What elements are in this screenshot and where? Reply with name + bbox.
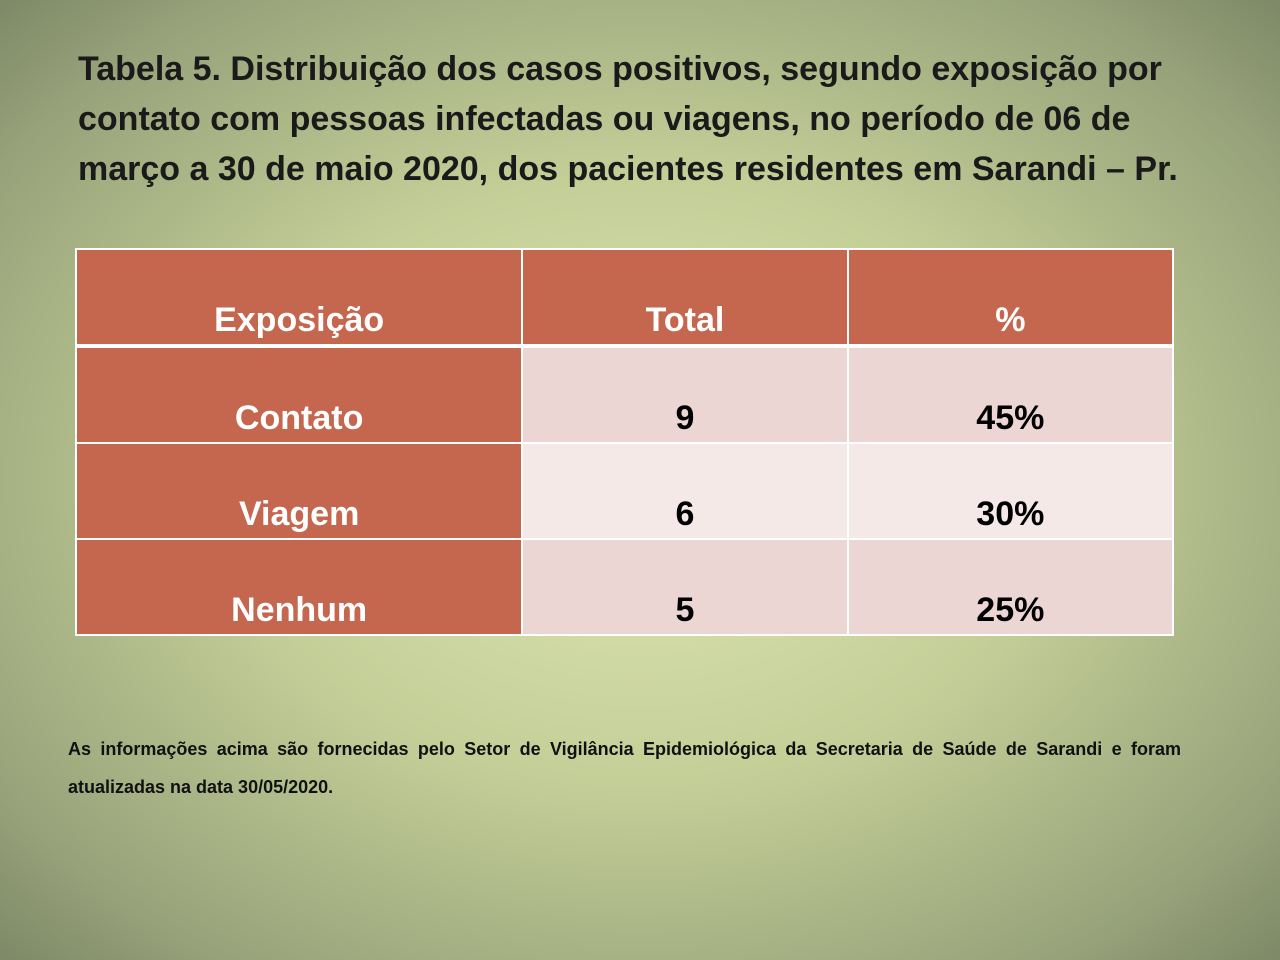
cell: 9	[521, 345, 849, 444]
footnote: As informações acima são fornecidas pelo…	[68, 739, 1181, 797]
row: Nenhum 5 25%	[74, 538, 1175, 636]
row: Contato 9 45%	[74, 345, 1175, 444]
table: Exposição Total % Contato 9 45% Viagem 6…	[74, 248, 1175, 636]
header-cell: Exposição	[74, 248, 524, 348]
cell: 5	[521, 538, 849, 636]
cell: Viagem	[74, 442, 524, 540]
header-cell: %	[846, 248, 1175, 348]
title: Tabela 5. Distribuição dos casos positiv…	[78, 50, 1178, 188]
header-row: Exposição Total %	[74, 248, 1175, 348]
cell: 30%	[846, 442, 1175, 540]
cell: 45%	[846, 345, 1175, 444]
cell: Nenhum	[74, 538, 524, 636]
row: Viagem 6 30%	[74, 442, 1175, 540]
cell: 6	[521, 442, 849, 540]
cell: 25%	[846, 538, 1175, 636]
header-cell: Total	[521, 248, 849, 348]
cell: Contato	[74, 345, 524, 444]
